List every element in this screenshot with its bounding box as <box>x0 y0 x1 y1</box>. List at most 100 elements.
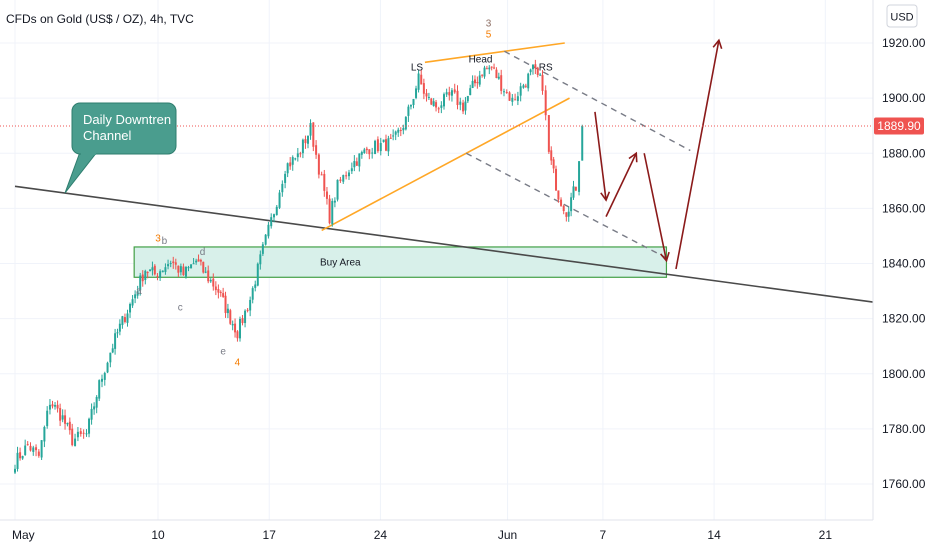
candle-body <box>284 173 287 183</box>
candle-body <box>301 139 304 154</box>
candle-body <box>103 373 106 380</box>
candle-body <box>82 432 85 434</box>
candle-body <box>476 82 479 84</box>
candle-body <box>212 278 215 287</box>
candle-body <box>399 130 402 132</box>
candle-body <box>153 265 156 275</box>
projection-arrowhead <box>600 191 611 202</box>
candle-body <box>136 291 139 296</box>
candle-body <box>365 148 368 151</box>
candle-body <box>331 201 334 225</box>
buy-area-box <box>133 246 668 278</box>
candle-body <box>95 396 98 408</box>
candle-body <box>85 433 88 435</box>
projection-arrowhead <box>660 251 670 263</box>
candle-body <box>312 122 315 147</box>
candle-body <box>207 270 210 282</box>
candle-body <box>192 263 195 265</box>
candle-body <box>131 299 134 306</box>
candle-body <box>156 275 159 277</box>
candle-body <box>174 262 177 265</box>
candle-body <box>187 267 190 269</box>
candle-body <box>281 183 284 193</box>
candle-body <box>550 150 553 161</box>
candle-body <box>56 404 59 409</box>
last-price-tag-box <box>874 117 924 135</box>
candle-body <box>500 75 503 91</box>
price-axis[interactable]: 1760.00 1780.00 1800.00 1820.00 1840.00 1860.… <box>872 0 926 520</box>
candle-body <box>339 179 342 182</box>
candle-body <box>217 289 220 293</box>
candle-body <box>71 428 74 446</box>
subwave-label: b <box>162 236 168 247</box>
candle-body <box>358 153 361 167</box>
subwave-label: c <box>178 302 183 313</box>
candle-body <box>46 410 49 427</box>
candle-body <box>368 149 371 155</box>
currency-button-label: USD <box>890 12 913 24</box>
candle-body <box>565 212 568 217</box>
candle-body <box>179 266 182 273</box>
candle-body <box>64 415 67 424</box>
candle-body <box>98 380 101 399</box>
candle-body <box>342 175 345 182</box>
candle-body <box>445 92 448 95</box>
candle-body <box>79 431 82 434</box>
candle-body <box>304 139 307 144</box>
y-tick-label: 1920.00 <box>882 36 926 50</box>
candle-body <box>190 264 193 269</box>
projection-arrowhead <box>712 38 723 50</box>
candle-body <box>574 186 577 191</box>
callout-box <box>71 102 177 155</box>
y-tick-label: 1840.00 <box>882 257 926 271</box>
x-tick-label: 17 <box>263 528 277 542</box>
projection-arrow <box>594 111 607 201</box>
wave-label: 3 <box>155 233 161 244</box>
candle-body <box>177 265 180 273</box>
candle-body <box>309 123 312 136</box>
y-tick-label: 1780.00 <box>882 422 926 436</box>
wave-label: 4 <box>235 357 241 368</box>
candle-body <box>202 261 205 273</box>
candle-body <box>169 263 172 265</box>
time-axis[interactable]: May 10 17 24 Jun 7 14 21 <box>0 519 873 542</box>
pattern-label: LS <box>411 63 424 74</box>
candle-body <box>93 406 96 410</box>
candle-body <box>146 272 149 274</box>
candle-body <box>392 135 395 137</box>
currency-button[interactable]: USD <box>886 4 918 28</box>
candle-body <box>379 142 382 152</box>
candle-body <box>172 261 175 264</box>
candle-body <box>74 438 77 446</box>
candle-body <box>151 267 154 271</box>
candle-body <box>61 415 64 420</box>
candle-body <box>299 153 302 155</box>
candle-body <box>246 309 249 311</box>
candle-body <box>483 67 486 77</box>
candle-body <box>325 191 328 199</box>
candle-body <box>572 186 575 198</box>
candle-body <box>412 99 415 106</box>
candle-body <box>430 98 433 105</box>
x-tick-label: 10 <box>151 528 165 542</box>
candle-body <box>234 323 237 333</box>
candle-body <box>547 115 550 152</box>
candle-body <box>578 161 581 192</box>
candle-body <box>24 445 27 455</box>
candle-body <box>323 173 326 191</box>
candle-body <box>289 162 292 167</box>
candle-body <box>427 96 430 98</box>
wave-label: 3 <box>486 18 492 29</box>
trendline-dashed-channel-lower <box>465 152 667 259</box>
candle-body <box>43 427 46 442</box>
candle-body <box>261 244 264 254</box>
candle-body <box>432 101 435 106</box>
candle-body <box>485 68 488 70</box>
candle-body <box>353 161 356 168</box>
candle-body <box>14 468 16 473</box>
candle-body <box>552 159 555 169</box>
candle-body <box>440 105 443 108</box>
candle-body <box>259 254 262 265</box>
candle-body <box>404 117 407 130</box>
